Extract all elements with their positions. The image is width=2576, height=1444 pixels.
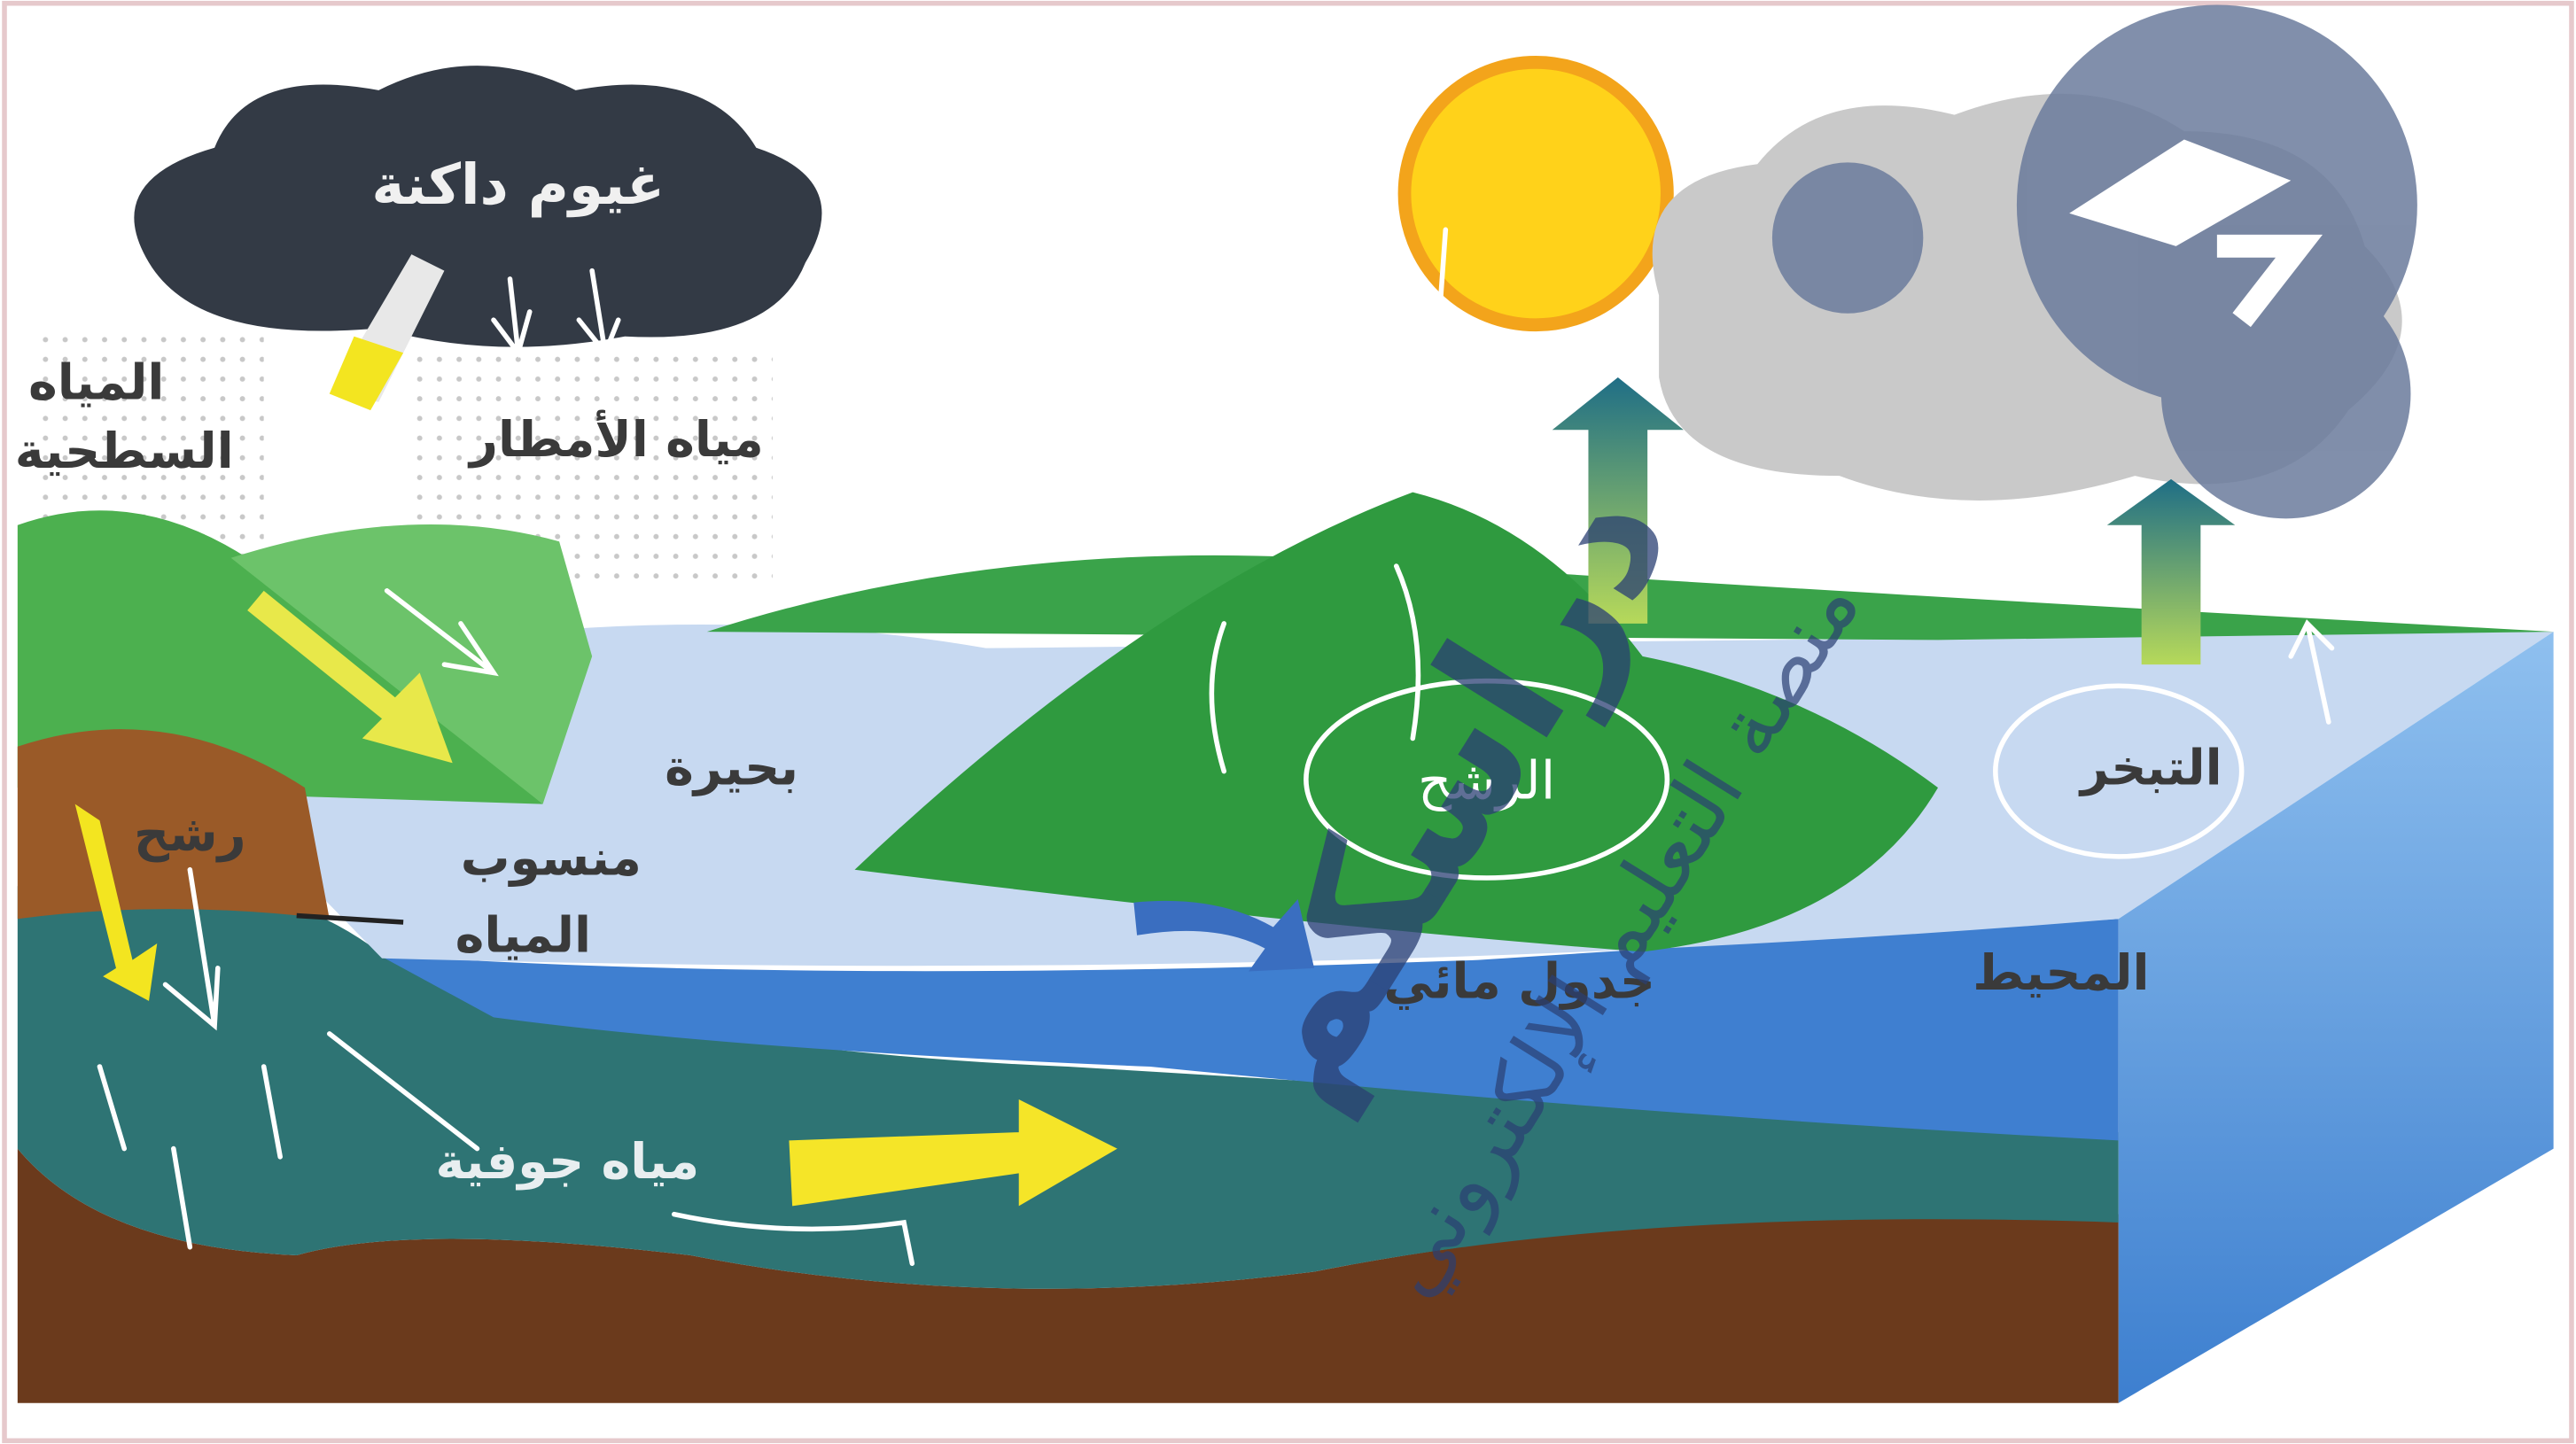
groundwater-layer bbox=[17, 877, 2119, 1289]
hill bbox=[230, 524, 593, 804]
groundwater-arrow bbox=[789, 1099, 1117, 1207]
label: منسوب bbox=[461, 830, 642, 888]
dark-cloud bbox=[134, 66, 822, 347]
label: رشح bbox=[134, 805, 246, 863]
water-table-pointer bbox=[296, 912, 404, 925]
label: مياه الأمطار bbox=[467, 409, 764, 469]
sun bbox=[1397, 55, 1674, 332]
evaporation-arrow bbox=[2106, 478, 2236, 665]
logo-mark bbox=[2216, 234, 2323, 328]
annotation: الرشح bbox=[1418, 749, 1555, 811]
label: المياه bbox=[455, 907, 591, 965]
label: مياه جوفية bbox=[436, 1133, 700, 1191]
label: السطحية bbox=[15, 423, 234, 480]
label: جدول مائي bbox=[1383, 952, 1654, 1010]
label: المحيط bbox=[1973, 944, 2149, 1002]
bedrock bbox=[17, 984, 2119, 1403]
ocean-side bbox=[2118, 632, 2554, 1403]
stream-arrow bbox=[1133, 899, 1315, 972]
label: بحيرة bbox=[665, 740, 798, 797]
evaporation-arrow bbox=[1552, 377, 1684, 624]
ocean-water bbox=[378, 919, 2119, 1141]
handwriting bbox=[97, 227, 2335, 1267]
infiltration-arrow bbox=[74, 804, 158, 1001]
label: غيوم داكنة bbox=[371, 152, 665, 218]
label: التبخر bbox=[2078, 740, 2222, 797]
logo-cap bbox=[2069, 139, 2292, 246]
hill bbox=[854, 492, 1938, 952]
rain-arrow bbox=[329, 336, 404, 411]
label: المياه bbox=[28, 353, 164, 411]
runoff-arrow bbox=[247, 590, 453, 764]
